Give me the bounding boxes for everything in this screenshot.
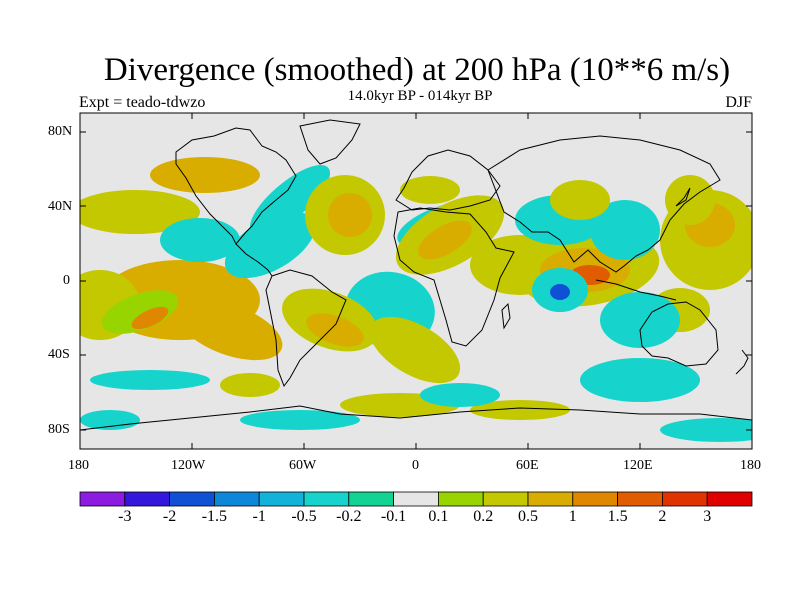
season-label: DJF: [725, 94, 752, 111]
colorbar-label: 2: [658, 508, 667, 525]
divergence-contour: [590, 200, 660, 260]
coastline-antarctica: [80, 405, 752, 431]
divergence-contour: [220, 373, 280, 397]
divergence-contour: [80, 410, 140, 430]
coastline-europe: [395, 149, 501, 211]
lon-label: 60E: [516, 458, 539, 473]
coastline-south-america: [265, 269, 347, 388]
lon-label: 0: [412, 458, 419, 473]
coastline-japan: [675, 187, 691, 207]
coastline-africa: [393, 207, 515, 347]
divergence-contour: [660, 418, 752, 442]
colorbar-swatch: [527, 491, 574, 507]
divergence-contour: [369, 316, 461, 384]
colorbar-swatch: [437, 491, 484, 507]
divergence-contour: [306, 313, 364, 347]
divergence-contour: [328, 193, 372, 237]
colorbar-swatch: [303, 491, 350, 507]
colorbar-label: -3: [118, 508, 132, 525]
coastlines: [80, 119, 752, 431]
divergence-contour: [150, 157, 260, 193]
lat-label: 80N: [48, 124, 73, 139]
colorbar-label: -1.5: [201, 508, 228, 525]
coastline-central-america: [235, 243, 273, 277]
colorbar-label: -0.1: [380, 508, 407, 525]
colorbar-swatch: [124, 491, 171, 507]
coastline-indonesia: [595, 279, 677, 301]
divergence-contour: [224, 211, 316, 279]
colorbar-label: 1: [568, 508, 577, 525]
colorbar-swatch: [706, 491, 753, 507]
coastline-australia: [639, 301, 719, 367]
divergence-contour: [418, 220, 472, 260]
divergence-contour: [580, 358, 700, 402]
coastline-asia: [487, 135, 721, 273]
coastline-north-america: [175, 127, 297, 245]
lat-label: 0: [63, 273, 70, 288]
colorbar-label: -0.2: [336, 508, 362, 525]
map-field: [80, 113, 752, 449]
lat-label: 80S: [48, 422, 70, 437]
colorbar-swatch: [617, 491, 663, 507]
lat-label: 40S: [48, 347, 70, 362]
divergence-contour: [420, 383, 500, 407]
colorbar-label: 0.2: [473, 508, 494, 525]
divergence-contour: [249, 165, 331, 235]
colorbar: [79, 491, 753, 507]
divergence-contour: [80, 190, 200, 234]
coastline-madagascar: [501, 302, 511, 330]
colorbar-swatch: [482, 491, 529, 507]
lon-label: 120E: [623, 458, 653, 473]
colorbar-label: -0.5: [291, 508, 317, 525]
divergence-contour: [600, 292, 680, 348]
divergence-contour: [550, 284, 570, 300]
divergence-contour: [470, 400, 570, 420]
axis-ticks: [79, 113, 753, 449]
period-subtitle: 14.0kyr BP - 014kyr BP: [347, 88, 493, 104]
lat-label: 40N: [48, 199, 73, 214]
lon-label: 180: [68, 458, 89, 473]
colorbar-swatch: [393, 491, 439, 507]
colorbar-swatch: [213, 491, 260, 507]
colorbar-swatch: [348, 491, 394, 507]
colorbar-swatch: [662, 491, 708, 507]
coastline-greenland: [299, 119, 361, 165]
colorbar-label: 3: [703, 508, 712, 525]
coastline-new-zealand: [735, 349, 749, 375]
colorbar-swatch: [79, 491, 126, 507]
divergence-contour: [550, 180, 610, 220]
colorbar-label: -2: [162, 508, 177, 525]
divergence-contour: [240, 410, 360, 430]
colorbar-label: -1: [252, 508, 266, 525]
colorbar-swatch: [169, 491, 215, 507]
divergence-field: [80, 157, 752, 442]
divergence-contour: [400, 176, 460, 204]
lon-label: 60W: [289, 458, 317, 473]
chart-title: Divergence (smoothed) at 200 hPa (10**6 …: [103, 52, 731, 88]
lon-label: 120W: [171, 458, 206, 473]
divergence-contour: [90, 370, 210, 390]
divergence-contour: [160, 218, 240, 262]
colorbar-swatch: [258, 491, 305, 507]
divergence-contour: [131, 306, 169, 330]
colorbar-label: 1.5: [607, 508, 628, 525]
colorbar-label: 0.5: [518, 508, 538, 525]
lon-label: 180: [740, 458, 761, 473]
divergence-contour: [101, 290, 179, 334]
colorbar-swatch: [572, 491, 618, 507]
colorbar-label: 0.1: [428, 508, 449, 525]
experiment-label: Expt = teado-tdwzo: [79, 94, 206, 111]
